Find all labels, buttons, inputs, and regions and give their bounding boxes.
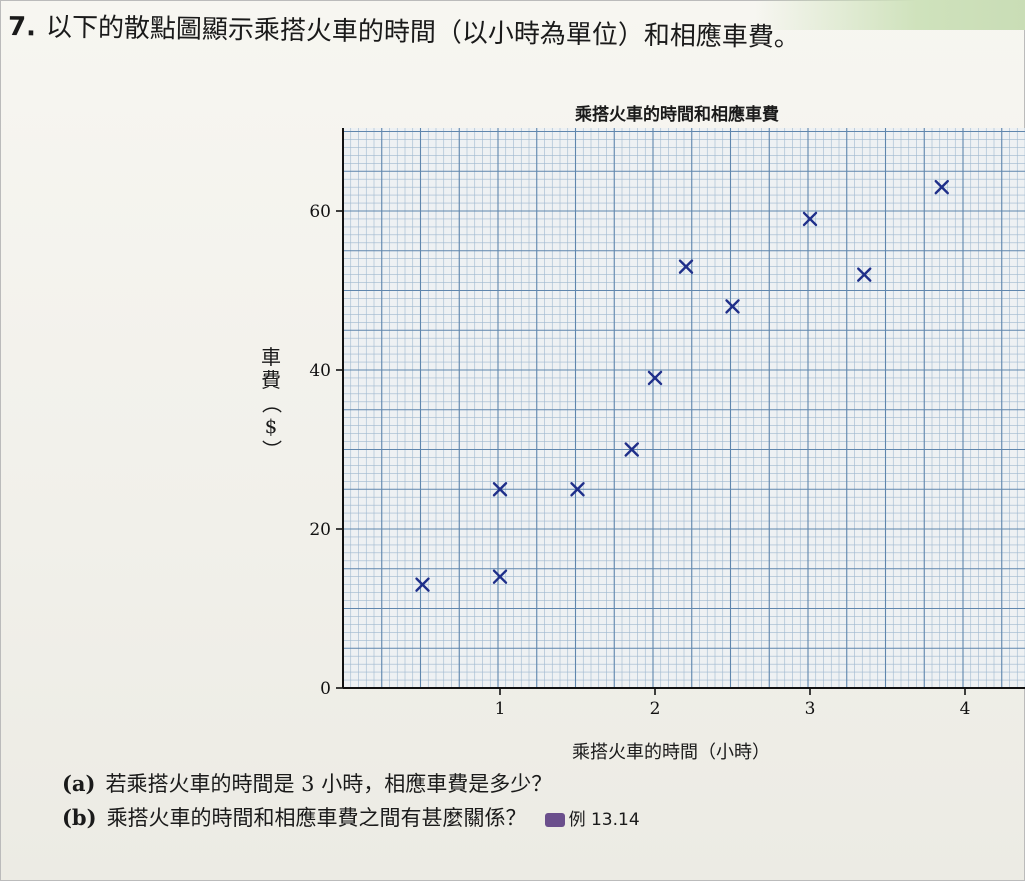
data-point-stroke — [802, 211, 818, 227]
data-point — [802, 211, 818, 227]
part-a-text: 若乘搭火車的時間是 3 小時，相應車費是多少？ — [105, 772, 553, 796]
data-point — [647, 370, 663, 386]
book-icon — [544, 813, 565, 827]
y-axis-label-char: （ — [259, 393, 284, 414]
data-point-stroke — [725, 299, 740, 314]
data-point-stroke — [415, 577, 430, 592]
data-point-stroke — [570, 482, 585, 497]
y-axis-label-char: 費 — [261, 368, 281, 392]
chart-title: 乘搭火車的時間和相應車費 — [575, 105, 779, 125]
y-axis-label-char: $ — [264, 414, 278, 438]
data-point — [570, 482, 585, 497]
page-edge-tab — [755, 0, 1025, 30]
y-axis-label-char: 車 — [261, 345, 281, 369]
part-b-label: (b) — [62, 805, 97, 830]
x-tick-label: 2 — [650, 699, 661, 719]
x-tick-label: 3 — [805, 699, 816, 719]
data-point-stroke — [492, 569, 508, 584]
data-point-stroke — [678, 259, 694, 274]
y-tick-label: 0 — [320, 679, 331, 699]
data-point — [492, 482, 508, 497]
part-b: (b) 乘搭火車的時間和相應車費之間有甚麼關係？ 例 13.14 — [62, 802, 640, 832]
data-point-stroke — [624, 442, 639, 457]
x-tick-label: 1 — [495, 699, 506, 719]
data-point — [934, 179, 949, 195]
y-axis-label-char: ） — [259, 439, 284, 460]
data-point — [415, 577, 430, 592]
example-reference: 例 13.14 — [544, 810, 640, 830]
data-point — [492, 569, 508, 584]
example-reference-text: 例 13.14 — [568, 810, 640, 830]
data-point-stroke — [647, 370, 663, 386]
y-tick-label: 60 — [309, 202, 331, 222]
part-b-text: 乘搭火車的時間和相應車費之間有甚麼關係？ — [106, 806, 527, 830]
x-tick-label: 4 — [960, 699, 971, 719]
part-a: (a) 若乘搭火車的時間是 3 小時，相應車費是多少？ — [62, 768, 552, 798]
y-tick-label: 40 — [309, 361, 331, 381]
data-point-stroke — [857, 267, 872, 282]
data-point — [678, 259, 694, 274]
data-point-stroke — [492, 482, 508, 497]
data-point-stroke — [934, 179, 949, 195]
data-point — [725, 299, 740, 314]
data-point — [624, 442, 639, 457]
data-point — [857, 267, 872, 282]
part-a-label: (a) — [62, 771, 96, 796]
x-axis-label: 乘搭火車的時間（小時） — [572, 742, 770, 763]
y-tick-label: 20 — [309, 520, 331, 540]
y-axis-label: 車費（$） — [258, 346, 284, 461]
